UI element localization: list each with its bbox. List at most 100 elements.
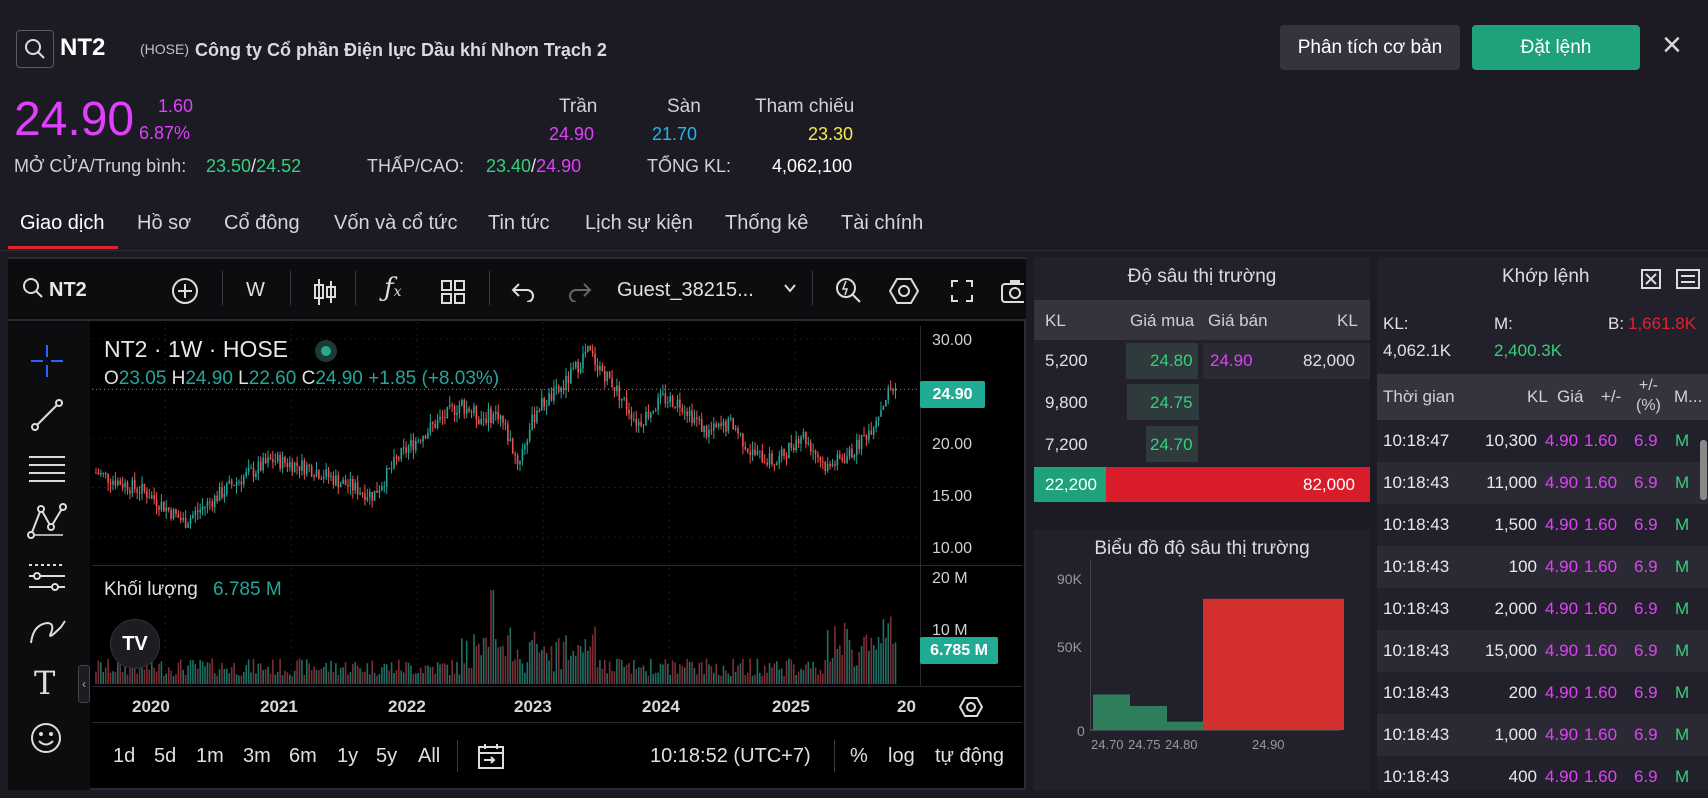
forecast-icon[interactable] <box>27 559 67 598</box>
depth-ask-price[interactable]: 24.90 <box>1210 351 1253 370</box>
quick-search-icon[interactable] <box>833 275 863 310</box>
candle-body <box>800 437 802 444</box>
percent-scale-toggle[interactable]: % <box>850 745 868 767</box>
bid-ask-ratio-bar <box>1034 467 1370 502</box>
volume-bar <box>739 663 742 684</box>
undo-icon[interactable] <box>511 280 535 307</box>
tradingview-logo[interactable]: TV <box>110 619 160 669</box>
candle-body <box>199 509 201 513</box>
range-1d[interactable]: 1d <box>113 745 136 767</box>
compare-add-icon[interactable] <box>170 276 200 311</box>
crosshair-icon[interactable] <box>29 343 65 384</box>
symbol-search[interactable] <box>22 277 44 304</box>
bid-depth-bar <box>1127 384 1199 420</box>
candle-body <box>829 463 831 467</box>
candle-body <box>240 481 243 485</box>
settings-icon[interactable] <box>888 277 920 310</box>
depth-chart[interactable] <box>1090 560 1350 740</box>
tab-profile[interactable]: Hồ sơ <box>137 212 192 234</box>
depth-x-tick: 24.75 <box>1128 737 1161 752</box>
pattern-icon[interactable] <box>27 503 67 544</box>
layout-name[interactable]: Guest_38215... <box>617 279 754 301</box>
chart-clock[interactable]: 10:18:52 (UTC+7) <box>650 745 811 767</box>
range-5y[interactable]: 5y <box>376 745 398 767</box>
candle-body <box>242 476 245 485</box>
brush-icon[interactable] <box>27 613 67 652</box>
volume-bar <box>809 668 812 684</box>
candle-body <box>606 371 609 382</box>
goto-date-icon[interactable] <box>477 742 505 775</box>
range-all[interactable]: All <box>418 745 441 767</box>
tab-trading[interactable]: Giao dịch <box>20 212 105 234</box>
export-excel-icon[interactable] <box>1640 268 1662 295</box>
candle-body <box>664 393 667 404</box>
fib-retracement-icon[interactable] <box>27 451 67 492</box>
volume-bar <box>461 638 463 684</box>
volume-bar <box>303 674 306 684</box>
tab-shareholders[interactable]: Cổ đông <box>224 212 300 234</box>
range-5d[interactable]: 5d <box>154 745 177 767</box>
year-tick: 20 <box>897 697 916 716</box>
price-tick: 10.00 <box>932 540 973 557</box>
trend-line-icon[interactable] <box>29 397 65 438</box>
match-change: 1.60 <box>1584 515 1618 534</box>
range-1m[interactable]: 1m <box>196 745 224 767</box>
depth-bid-price[interactable]: 24.75 <box>1150 393 1193 412</box>
volume-bar <box>272 659 274 684</box>
candle-body <box>490 408 492 423</box>
match-header-change: +/- <box>1601 387 1622 406</box>
search-button[interactable] <box>16 30 54 68</box>
emoji-icon[interactable] <box>29 721 63 760</box>
volume-bar <box>289 674 291 684</box>
volume-bar <box>405 661 407 684</box>
volume-bar <box>102 671 105 684</box>
tab-news[interactable]: Tin tức <box>488 212 550 234</box>
price-chart[interactable] <box>92 322 1026 787</box>
volume-bar <box>240 675 243 684</box>
volume-bar <box>603 659 606 684</box>
fundamental-analysis-button[interactable]: Phân tích cơ bản <box>1280 25 1460 70</box>
candle-body <box>807 442 810 444</box>
range-1y[interactable]: 1y <box>337 745 359 767</box>
candle-body <box>291 462 294 472</box>
tab-finance[interactable]: Tài chính <box>841 212 924 234</box>
redo-icon[interactable] <box>568 280 592 307</box>
candle-body <box>434 423 436 428</box>
fullscreen-icon[interactable] <box>950 279 974 308</box>
search-icon <box>25 39 45 59</box>
tab-capital-dividend[interactable]: Vốn và cổ tức <box>334 212 458 234</box>
place-order-button[interactable]: Đặt lệnh <box>1472 25 1640 70</box>
year-tick: 2020 <box>132 697 170 716</box>
candle-body <box>817 454 819 458</box>
tab-events[interactable]: Lịch sự kiện <box>585 212 693 234</box>
range-3m[interactable]: 3m <box>243 745 271 767</box>
indicators-icon[interactable]: ƒx <box>384 273 402 303</box>
layout-grid-icon[interactable] <box>440 279 466 310</box>
axis-settings-icon[interactable] <box>958 696 984 723</box>
candle-body <box>279 454 281 469</box>
volume-bar <box>192 660 194 684</box>
tab-statistics[interactable]: Thống kê <box>725 212 809 234</box>
candle-body <box>516 455 519 465</box>
interval-selector[interactable]: W <box>246 279 265 301</box>
collapse-toolbar-button[interactable]: ‹ <box>78 665 90 703</box>
list-view-icon[interactable] <box>1676 269 1700 294</box>
close-icon[interactable]: × <box>1662 26 1682 64</box>
volume-bar <box>146 662 148 684</box>
depth-bid-price[interactable]: 24.70 <box>1150 435 1193 454</box>
auto-scale-toggle[interactable]: tự động <box>935 745 1004 767</box>
candle-type-icon[interactable] <box>313 277 337 312</box>
match-side: M <box>1675 599 1690 618</box>
symbol-search-input[interactable]: NT2 <box>49 279 87 301</box>
matched-orders-scrollbar[interactable] <box>1700 440 1707 500</box>
volume-bar <box>754 674 756 684</box>
depth-bid-price[interactable]: 24.80 <box>1150 351 1193 370</box>
volume-bar <box>865 634 868 684</box>
volume-bar <box>800 668 802 684</box>
log-scale-toggle[interactable]: log <box>888 745 915 767</box>
volume-bar <box>361 671 364 684</box>
range-6m[interactable]: 6m <box>289 745 317 767</box>
chevron-down-icon[interactable] <box>783 281 797 300</box>
camera-icon[interactable] <box>1000 278 1024 304</box>
text-tool-icon[interactable]: T <box>34 664 56 702</box>
